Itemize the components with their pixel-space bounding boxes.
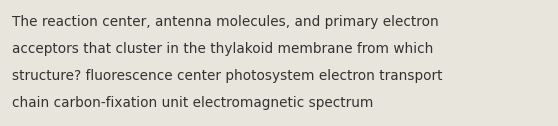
- Text: chain carbon-fixation unit electromagnetic spectrum: chain carbon-fixation unit electromagnet…: [12, 96, 374, 110]
- Text: The reaction center, antenna molecules, and primary electron: The reaction center, antenna molecules, …: [12, 15, 439, 29]
- Text: structure? fluorescence center photosystem electron transport: structure? fluorescence center photosyst…: [12, 69, 443, 83]
- Text: acceptors that cluster in the thylakoid membrane from which: acceptors that cluster in the thylakoid …: [12, 42, 434, 56]
